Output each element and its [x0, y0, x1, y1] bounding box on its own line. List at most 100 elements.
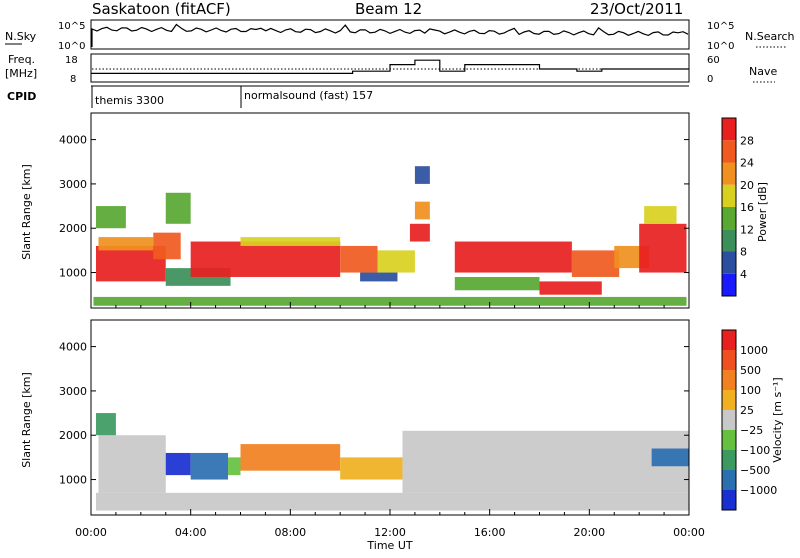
power-swatch: [722, 273, 736, 296]
power-cell: [414, 201, 430, 220]
velocity-scale-tick: −100: [740, 444, 770, 457]
power-cell: [98, 237, 154, 251]
x-axis-label: Time UT: [366, 539, 412, 552]
freq-tick-low: 8: [70, 74, 76, 85]
velocity-scale-tick: −500: [740, 464, 770, 477]
power-cell: [571, 250, 620, 277]
nsky-label: N.Sky: [5, 30, 37, 43]
power-cell: [190, 241, 341, 277]
power-frame: [721, 117, 737, 297]
nave-tick-low: 0: [707, 74, 713, 85]
cpid-label: CPID: [7, 90, 36, 103]
velocity-cell: [190, 452, 229, 480]
velocity-swatch: [722, 430, 736, 450]
velocity-scale-tick: 500: [740, 364, 761, 377]
velocity-cell: [95, 413, 116, 436]
velocity-scale-tick: 1000: [740, 344, 768, 357]
power-cell: [93, 296, 687, 306]
power-scale-tick: 4: [740, 268, 747, 281]
axes: 1000 2000 3000 4000 1000 2000 3000 4000 00:00 04:…: [59, 134, 705, 539]
power-swatch: [722, 140, 736, 163]
x-tick-label: 16:00: [474, 526, 506, 539]
power-scale-tick: 12: [740, 223, 754, 236]
velocity-ytick-label: 3000: [59, 385, 87, 398]
velocity-colorbar: 1000 500 100 25 −25 −100 −500 −1000: [721, 329, 777, 511]
velocity-swatch: [722, 470, 736, 490]
nsky-panel: [90, 19, 690, 50]
power-scale-tick: 8: [740, 246, 747, 259]
velocity-frame: [721, 329, 737, 511]
power-cell: [377, 250, 415, 273]
power-ytick-label: 3000: [59, 178, 87, 191]
nsearch-tick-low: 10^0: [707, 41, 734, 52]
velocity-scale-label: Velocity [m s⁻¹]: [771, 377, 784, 462]
freq-panel: [90, 53, 690, 83]
power-scale-tick: 24: [740, 157, 754, 170]
velocity-swatch: [722, 410, 736, 430]
power-scale-tick: 16: [740, 201, 754, 214]
velocity-cell: [402, 430, 689, 493]
power-cell: [165, 192, 191, 224]
power-cell: [340, 245, 378, 273]
velocity-swatch: [722, 370, 736, 390]
power-swatch: [722, 229, 736, 252]
power-ytick-label: 4000: [59, 134, 87, 147]
power-swatch: [722, 162, 736, 185]
freq-line: [91, 59, 689, 74]
nsky-tick-high: 10^5: [58, 21, 85, 32]
velocity-cells: [95, 413, 689, 511]
velocity-swatch: [722, 390, 736, 410]
power-scale-label: Power [dB]: [756, 182, 769, 242]
power-scale-tick: 28: [740, 134, 754, 147]
nsearch-tick-high: 10^5: [707, 21, 734, 32]
x-tick-label: 00:00: [75, 526, 107, 539]
power-cell: [639, 223, 687, 273]
velocity-scale-tick: −25: [740, 424, 763, 437]
x-tick-label: 00:00: [673, 526, 705, 539]
power-swatch: [722, 207, 736, 230]
power-cell: [454, 276, 540, 291]
power-ylabel: Slant Range [km]: [20, 164, 33, 260]
power-cell: [454, 241, 572, 273]
nsearch-label: N.Search: [745, 30, 795, 43]
power-swatch: [722, 184, 736, 207]
velocity-cell: [651, 448, 689, 467]
freq-tick-high: 18: [65, 55, 78, 66]
nave-label: Nave: [749, 65, 777, 78]
power-cell: [240, 237, 341, 246]
velocity-swatch: [722, 330, 736, 350]
velocity-ytick-label: 2000: [59, 429, 87, 442]
velocity-swatch: [722, 450, 736, 470]
velocity-cell: [98, 435, 166, 493]
freq-label-line1: Freq.: [8, 53, 35, 66]
velocity-swatch: [722, 350, 736, 370]
velocity-cell: [240, 444, 341, 471]
velocity-scale-tick: −1000: [740, 484, 777, 497]
power-ytick-label: 1000: [59, 267, 87, 280]
nsky-tick-low: 10^0: [58, 41, 85, 52]
velocity-cell: [165, 452, 191, 476]
power-scale-tick: 20: [740, 179, 754, 192]
velocity-scale-tick: 100: [740, 384, 761, 397]
x-tick-label: 04:00: [175, 526, 207, 539]
power-ytick-label: 2000: [59, 222, 87, 235]
power-swatch: [722, 251, 736, 274]
power-cell: [360, 272, 398, 282]
velocity-ylabel: Slant Range [km]: [20, 372, 33, 468]
power-cells: [93, 166, 687, 306]
nsky-line: [91, 23, 689, 47]
velocity-scale-tick: 25: [740, 404, 754, 417]
velocity-cell: [95, 492, 689, 511]
power-cell: [539, 281, 602, 295]
power-cell: [414, 166, 430, 184]
power-cell: [153, 232, 181, 260]
power-swatch: [722, 118, 736, 141]
cpid-segment-1: themis 3300: [95, 94, 164, 107]
velocity-swatch: [722, 490, 736, 510]
power-cell: [409, 223, 430, 242]
velocity-cell: [340, 457, 403, 480]
velocity-ytick-label: 4000: [59, 341, 87, 354]
power-cell: [644, 206, 677, 224]
velocity-cell: [228, 457, 241, 476]
